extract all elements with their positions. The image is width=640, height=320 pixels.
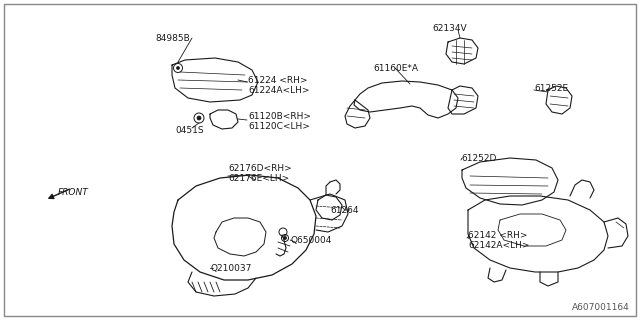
Text: Q650004: Q650004 — [290, 236, 332, 244]
Text: 62134V: 62134V — [432, 23, 467, 33]
Text: 61224 <RH>: 61224 <RH> — [248, 76, 307, 84]
Text: 62142 <RH>: 62142 <RH> — [468, 230, 527, 239]
Text: 61120B<RH>: 61120B<RH> — [248, 111, 311, 121]
Text: FRONT: FRONT — [58, 188, 89, 196]
Circle shape — [177, 67, 179, 69]
Text: 62176E<LH>: 62176E<LH> — [228, 173, 289, 182]
Text: 61264: 61264 — [330, 205, 358, 214]
Text: 62176D<RH>: 62176D<RH> — [228, 164, 292, 172]
Text: 62142A<LH>: 62142A<LH> — [468, 241, 529, 250]
Text: 84985B: 84985B — [155, 34, 189, 43]
Text: 61224A<LH>: 61224A<LH> — [248, 85, 310, 94]
Text: Q210037: Q210037 — [210, 263, 252, 273]
Text: 0451S: 0451S — [176, 125, 204, 134]
Text: 61120C<LH>: 61120C<LH> — [248, 122, 310, 131]
Text: 61160E*A: 61160E*A — [373, 63, 418, 73]
Text: A607001164: A607001164 — [572, 303, 630, 312]
Text: 61252E: 61252E — [534, 84, 568, 92]
Text: 61252D: 61252D — [461, 154, 497, 163]
Circle shape — [197, 116, 201, 120]
Circle shape — [284, 237, 286, 239]
